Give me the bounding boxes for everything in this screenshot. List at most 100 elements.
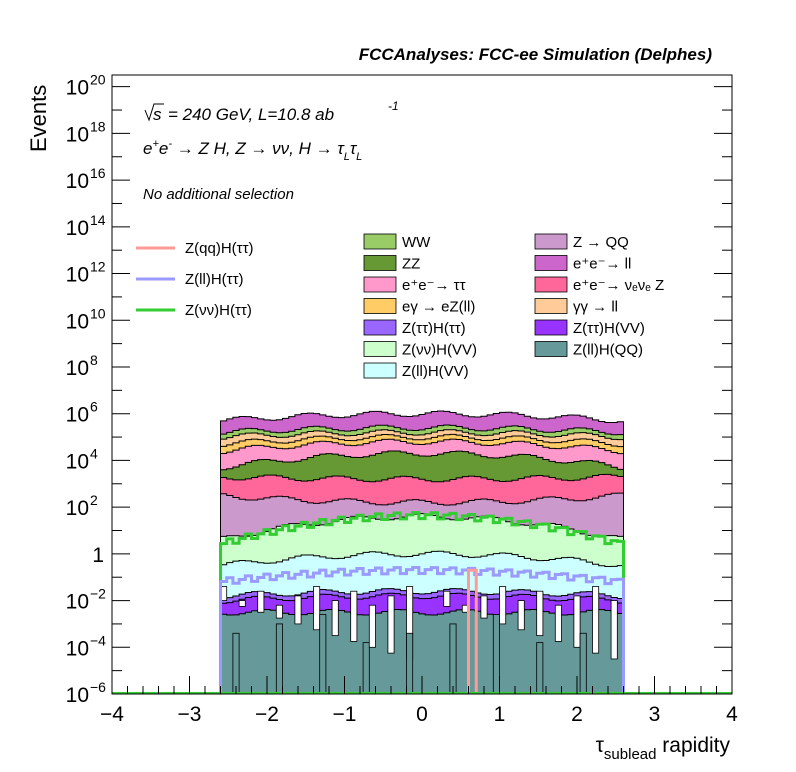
x-tick-label: −3 (178, 703, 202, 726)
x-axis: −4 −3 −2 −1 0 1 2 3 4 (100, 676, 738, 726)
legend-box-label: e⁺e⁻→ ll (573, 256, 631, 273)
y-tick-exponent: 10 (90, 305, 106, 321)
y-tick-exponent: 2 (90, 492, 98, 508)
legend-box-swatch (534, 341, 568, 357)
histogram-fluctuations (220, 586, 618, 695)
y-tick-label: 10 (66, 217, 89, 240)
legend-box-label: Z(νν)H(VV) (402, 342, 477, 359)
y-tick-exponent: 4 (90, 445, 98, 461)
fluctuation-bar (294, 595, 302, 625)
fluctuation-bar (387, 595, 395, 654)
signal-line (219, 511, 625, 694)
y-tick-exponent: 18 (90, 118, 106, 134)
y-tick-label: 10 (66, 264, 89, 287)
legend-box-label: γγ → ll (573, 299, 618, 316)
legend-box-label: Z(ττ)H(ττ) (402, 320, 466, 337)
y-tick-label: 10 (66, 450, 89, 473)
energy-lumi-text: = 240 GeV, L=10.8 ab (168, 105, 334, 124)
fluctuation-bar (536, 642, 544, 695)
fluctuation-bar (579, 632, 587, 695)
y-tick-exponent: 6 (90, 399, 98, 415)
y-tick-label: 10 (66, 170, 89, 193)
legend-boxes: WW Z → QQ ZZ e⁺e⁻→ ll e⁺e⁻→ ττ e⁺e⁻→ νₑνₑ Z eγ… (363, 233, 664, 380)
fluctuation-bar (406, 632, 414, 695)
signal-line (219, 566, 625, 694)
y-tick-label: 10 (66, 684, 89, 707)
fluctuation-bar (492, 614, 500, 695)
legend-box-label: Z → QQ (573, 234, 629, 251)
y-tick-exponent: 16 (90, 165, 106, 181)
x-tick-label: 1 (494, 703, 506, 726)
fluctuation-bar (275, 623, 283, 695)
fluctuation-bar (368, 604, 376, 648)
legend-box-label: e⁺e⁻→ ττ (402, 277, 466, 294)
y-tick-exponent: −2 (90, 586, 106, 602)
legend-box-swatch (534, 233, 568, 250)
energy-annotation: s = 240 GeV, L=10.8 ab -1 (144, 99, 399, 124)
fluctuation-bar (275, 604, 283, 619)
y-tick-label: 10 (66, 637, 89, 660)
y-tick-label: 10 (66, 77, 89, 100)
x-axis-title: τsublead rapidity (596, 734, 731, 763)
x-tick-label: 4 (726, 703, 738, 726)
legend-lines: Z(qq)H(ττ) Z(ll)H(ττ) Z(νν)H(ττ) (136, 240, 254, 319)
legend-box-label: Z(ll)H(VV) (402, 363, 469, 380)
fluctuation-bar (313, 586, 321, 631)
x-tick-label: 3 (649, 703, 661, 726)
legend-box-swatch (363, 362, 397, 379)
fluctuation-bar (592, 586, 600, 654)
legend-box-swatch (363, 319, 397, 336)
fluctuation-bar (536, 590, 544, 637)
y-tick-exponent: 14 (90, 212, 106, 228)
fluctuation-bar (480, 595, 488, 619)
x-tick-label: −1 (333, 703, 357, 726)
fluctuation-bar (517, 600, 525, 631)
process-text: e+e- → Z H, Z → νν, H → τLτL (143, 138, 362, 163)
legend-line-label: Z(qq)H(ττ) (185, 240, 254, 257)
legend-line-label: Z(ll)H(ττ) (185, 271, 244, 288)
signal-line (467, 568, 478, 694)
sqrt-s-symbol: s (153, 105, 162, 124)
legend-box-label: eγ → eZ(ll) (402, 299, 475, 316)
fluctuation-bar (573, 595, 581, 648)
svg-text:τsublead rapidity: τsublead rapidity (596, 734, 731, 763)
legend-box-swatch (363, 276, 397, 293)
x-tick-label: −4 (100, 703, 124, 726)
fluctuation-bar (232, 632, 240, 695)
x-tick-label: −2 (255, 703, 279, 726)
y-tick-label: 10 (66, 123, 89, 146)
y-tick-label: 1 (92, 544, 104, 567)
y-tick-exponent: −6 (90, 679, 106, 695)
fluctuation-bar (331, 600, 339, 637)
fluctuation-bar (610, 600, 618, 660)
fluctuation-bar (449, 623, 457, 695)
legend-box-swatch (534, 319, 568, 336)
legend-line-label: Z(νν)H(ττ) (185, 302, 252, 319)
legend-box-swatch (363, 298, 397, 314)
y-axis-title: Events (26, 85, 51, 152)
y-tick-label: 10 (66, 357, 89, 380)
legend-box-label: Z(ττ)H(VV) (573, 320, 645, 337)
legend-box-swatch (534, 255, 568, 271)
fluctuation-bar (443, 590, 451, 607)
fluctuation-bar (350, 590, 358, 642)
y-tick-label: 10 (66, 404, 89, 427)
legend-box-swatch (363, 233, 397, 250)
chart-title: FCCAnalyses: FCC-ee Simulation (Delphes) (359, 45, 713, 64)
legend-box-swatch (534, 276, 568, 293)
legend-box-label: Z(ll)H(QQ) (573, 342, 643, 359)
legend-box-swatch (363, 341, 397, 357)
y-tick-exponent: 12 (90, 259, 106, 275)
fluctuation-bar (499, 586, 507, 625)
y-tick-label: 10 (66, 497, 89, 520)
legend-box-label: ZZ (402, 256, 420, 273)
legend-box-label: e⁺e⁻→ νₑνₑ Z (573, 277, 664, 294)
x-tick-label: 2 (571, 703, 583, 726)
y-tick-exponent: 20 (90, 72, 106, 88)
lumi-exponent: -1 (388, 99, 399, 113)
selection-text: No additional selection (143, 186, 294, 203)
legend-box-swatch (363, 255, 397, 271)
y-tick-exponent: −4 (90, 632, 106, 648)
